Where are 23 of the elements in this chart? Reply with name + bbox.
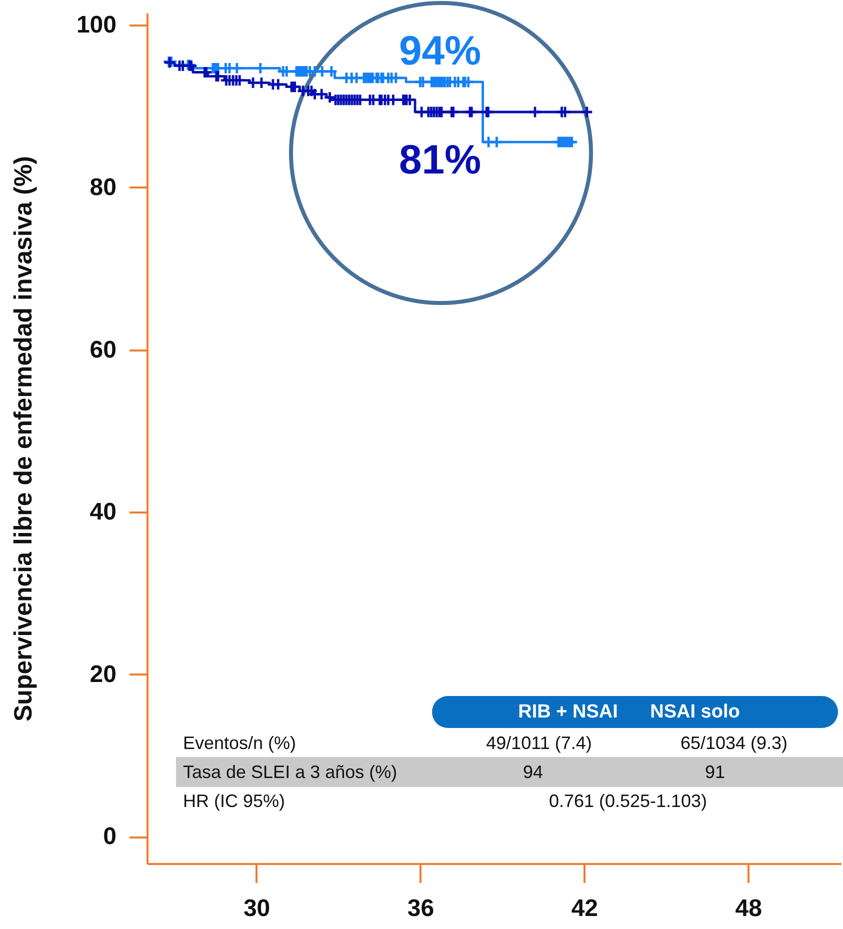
annotation: 91 [704,762,726,782]
series-label: 94% [398,28,482,74]
y-tick-label: 40 [90,498,116,526]
x-tick-label: 42 [571,895,598,922]
y-tick-label: 100 [76,12,116,39]
annotation: RIB + NSAI [518,702,618,722]
annotation: Tasa de SLEI a 3 años (%) [183,762,398,782]
x-tick-label: 48 [735,895,762,922]
y-tick-label: 80 [90,174,116,201]
annotation: 65/1034 (9.3) [680,733,788,753]
y-tick-label: 0 [103,823,116,850]
series-label: 81% [398,136,482,182]
annotation: NSAI solo [650,702,740,722]
y-tick-label: 20 [90,660,116,688]
x-tick-label: 36 [407,895,434,922]
annotation: HR (IC 95%) [183,791,286,811]
annotation: Eventos/n (%) [183,733,296,753]
x-tick-label: 30 [243,895,270,922]
annotation: 49/1011 (7.4) [486,733,592,753]
annotation: 0.761 (0.525-1.103) [548,791,708,811]
y-tick-label: 60 [90,336,116,364]
y-axis-title: Supervivencia libre de enfermedad invasiva (%) [9,156,38,722]
annotation: 94 [522,762,544,782]
